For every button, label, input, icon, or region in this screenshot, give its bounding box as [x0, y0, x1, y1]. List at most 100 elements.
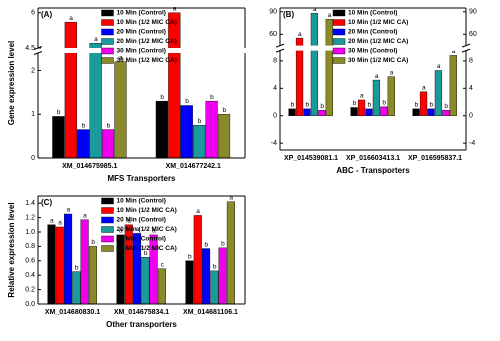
legend-label: 10 Min (Control)	[117, 10, 166, 17]
legend-swatch	[101, 28, 114, 36]
significance-letter: c	[161, 261, 165, 268]
legend-label: 10 Min (Control)	[117, 198, 166, 205]
significance-letter: b	[429, 102, 433, 109]
bar	[205, 100, 218, 159]
bar	[64, 213, 73, 305]
x-tick-label: XM_014680830.1	[45, 309, 100, 316]
legend-label: 20 Min (Control)	[117, 29, 166, 36]
y-tick-label: 0	[273, 113, 277, 120]
bar	[357, 99, 366, 116]
significance-letter: a	[452, 48, 456, 55]
y-tick-label: 0	[31, 155, 35, 162]
significance-letter: b	[320, 103, 324, 110]
significance-letter: a	[152, 228, 156, 235]
significance-letter: a	[94, 36, 98, 43]
y-axis-label: Relative expression level	[7, 202, 16, 297]
legend-swatch	[101, 57, 114, 64]
significance-letter: b	[444, 103, 448, 110]
significance-letter: a	[50, 218, 54, 225]
bar	[217, 114, 231, 159]
bar	[193, 124, 206, 159]
y-tick-label: 0.8	[25, 243, 35, 250]
bar	[387, 76, 395, 116]
significance-letter: b	[222, 107, 226, 114]
significance-letter: b	[221, 241, 225, 248]
axis-break-gap	[34, 48, 249, 53]
legend-label: 30 Min (1/2 MIC CA)	[348, 57, 408, 64]
legend-label: 30 Min (1/2 MIC CA)	[117, 57, 177, 64]
bar	[365, 108, 373, 116]
significance-letter: a	[196, 208, 200, 215]
bar	[288, 108, 296, 116]
legend-label: 10 Min (1/2 MIC CA)	[348, 19, 408, 26]
bar	[419, 91, 428, 116]
significance-letter: b	[185, 98, 189, 105]
significance-letter: b	[210, 94, 214, 101]
significance-letter: b	[367, 102, 371, 109]
bar	[380, 106, 388, 116]
y-tick-label: 90	[269, 9, 277, 16]
legend-label: 20 Min (1/2 MIC CA)	[348, 38, 408, 45]
significance-letter: b	[107, 122, 111, 129]
bar	[141, 257, 150, 305]
bar	[168, 12, 181, 159]
legend-swatch	[101, 19, 114, 26]
bar	[155, 100, 169, 159]
x-tick-label: XP_016595837.1	[408, 155, 462, 162]
legend-swatch	[101, 197, 114, 205]
bar	[372, 79, 381, 116]
significance-letter: b	[198, 118, 202, 125]
legend-label: 20 Min (Control)	[117, 217, 166, 224]
significance-letter: b	[57, 109, 61, 116]
bar	[210, 270, 219, 305]
bar	[88, 246, 97, 305]
x-tick-label: XM_014677242.1	[166, 163, 221, 170]
bar	[180, 105, 193, 159]
legend-swatch	[332, 9, 346, 17]
bar	[55, 226, 64, 305]
x-tick-label: XM_014681106.1	[183, 309, 238, 316]
y-tick-label: 0.0	[25, 301, 35, 308]
bar	[318, 110, 326, 116]
legend-swatch	[101, 207, 114, 214]
significance-letter: b	[91, 239, 95, 246]
significance-letter: a	[83, 212, 87, 219]
legend-label: 30 Min (Control)	[117, 48, 166, 55]
bar	[89, 43, 102, 159]
y-tick-label: 1	[31, 111, 35, 118]
y-tick-label: -4	[271, 140, 277, 147]
y-tick-label-right: 0	[469, 113, 473, 120]
bar	[193, 215, 202, 305]
bar	[303, 108, 311, 116]
bar	[72, 271, 81, 305]
legend-swatch	[101, 235, 114, 243]
significance-letter: b	[205, 241, 209, 248]
y-tick-label: 60	[269, 31, 277, 38]
panel-label: (B)	[283, 10, 294, 19]
y-axis-label: Gene expression level	[7, 41, 16, 126]
y-tick-label: 0.2	[25, 286, 35, 293]
y-tick-label: 2	[31, 67, 35, 74]
bar	[114, 61, 127, 159]
y-tick-label-right: -4	[469, 140, 475, 147]
bar	[226, 201, 235, 305]
legend-swatch	[101, 38, 114, 45]
significance-letter: b	[291, 102, 295, 109]
legend-label: 30 Min (Control)	[348, 48, 397, 55]
significance-letter: a	[390, 69, 394, 76]
legend-swatch	[101, 47, 114, 55]
y-tick-label: 4	[273, 85, 277, 92]
legend-label: 30 Min (Control)	[117, 236, 166, 243]
bar	[295, 37, 304, 116]
y-tick-label: 8	[273, 58, 277, 65]
significance-letter: a	[67, 207, 71, 214]
bar	[64, 21, 77, 159]
significance-letter: a	[69, 15, 73, 22]
significance-letter: a	[229, 194, 233, 201]
significance-letter: a	[298, 31, 302, 38]
x-tick-label: XP_014539081.1	[284, 155, 338, 162]
y-tick-label: 1.2	[25, 214, 35, 221]
bar	[350, 107, 358, 116]
significance-letter: a	[58, 220, 62, 227]
